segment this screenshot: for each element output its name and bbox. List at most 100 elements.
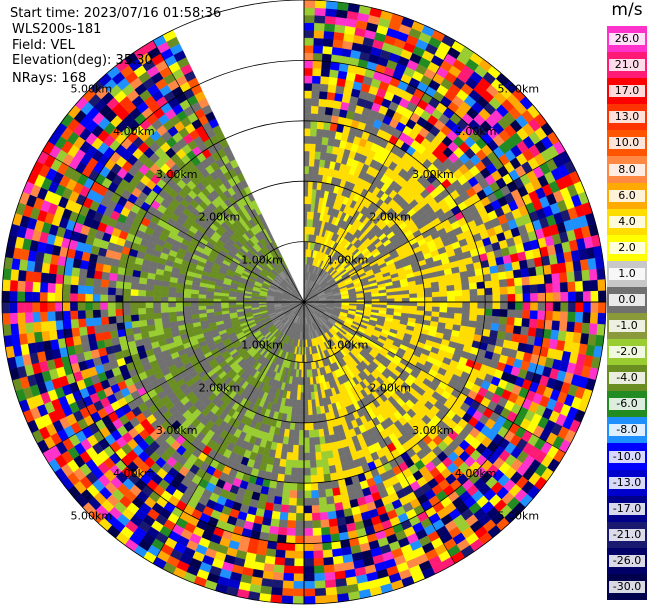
range-gate-cell xyxy=(271,579,284,589)
range-gate-cell xyxy=(55,319,65,331)
range-gate-cell xyxy=(446,290,456,297)
range-gate-cell xyxy=(296,482,305,491)
range-gate-cell xyxy=(303,467,311,476)
range-gate-cell xyxy=(468,320,477,329)
range-gate-cell xyxy=(505,324,515,334)
range-gate-cell xyxy=(438,285,448,292)
range-gate-cell xyxy=(587,257,597,271)
range-gate-cell xyxy=(515,301,524,311)
range-gate-cell xyxy=(314,444,322,453)
range-gate-cell xyxy=(175,306,184,312)
range-gate-cell xyxy=(319,504,328,513)
range-gate-cell xyxy=(530,301,539,311)
range-gate-cell xyxy=(183,306,192,312)
range-gate-cell xyxy=(518,334,529,345)
range-gate-cell xyxy=(303,437,310,446)
range-gate-cell xyxy=(528,318,538,329)
range-gate-cell xyxy=(432,296,441,303)
range-gate-cell xyxy=(467,269,476,278)
range-gate-cell xyxy=(297,467,305,476)
range-gate-cell xyxy=(325,586,338,596)
range-gate-cell xyxy=(299,422,305,431)
range-gate-cell xyxy=(566,321,576,333)
range-gate-cell xyxy=(290,467,298,476)
range-gate-cell xyxy=(324,23,336,33)
range-gate-cell xyxy=(323,121,332,131)
range-gate-cell xyxy=(461,289,471,297)
range-gate-cell xyxy=(85,309,94,319)
range-gate-cell xyxy=(325,495,335,505)
range-gate-cell xyxy=(319,436,326,445)
range-gate-cell xyxy=(431,306,440,313)
range-gate-cell xyxy=(293,429,300,438)
range-gate-cell xyxy=(303,14,315,23)
range-gate-cell xyxy=(401,290,410,295)
range-gate-cell xyxy=(497,323,507,333)
range-gate-cell xyxy=(303,203,308,212)
range-gate-cell xyxy=(477,301,486,309)
range-gate-cell xyxy=(314,151,322,160)
range-gate-cell xyxy=(580,259,590,271)
range-gate-cell xyxy=(303,565,315,574)
range-gate-cell xyxy=(309,135,317,145)
range-gate-cell xyxy=(462,295,471,303)
range-gate-cell xyxy=(272,571,284,581)
range-gate-cell xyxy=(335,585,349,595)
range-gate-cell xyxy=(288,429,295,438)
range-gate-cell xyxy=(439,301,448,308)
range-gate-cell xyxy=(483,322,492,331)
range-gate-cell xyxy=(598,290,607,303)
range-gate-cell xyxy=(475,274,485,283)
range-gate-cell xyxy=(324,15,337,25)
range-gate-cell xyxy=(303,445,310,454)
range-gate-cell xyxy=(324,106,334,116)
range-gate-cell xyxy=(320,68,331,78)
range-gate-cell xyxy=(115,315,125,324)
range-gate-cell xyxy=(332,555,344,565)
range-gate-cell xyxy=(550,329,560,341)
range-gate-cell xyxy=(298,437,305,446)
range-gate-cell xyxy=(286,520,296,529)
range-gate-cell xyxy=(430,281,440,288)
radar-ppi-plot: 1.00km2.00km3.00km4.00km5.00km1.00km2.00… xyxy=(1,0,607,605)
range-gate-cell xyxy=(454,301,463,309)
range-gate-cell xyxy=(87,333,97,343)
range-gate-cell xyxy=(175,310,185,317)
range-gate-cell xyxy=(319,511,329,521)
range-gate-cell xyxy=(273,495,283,505)
range-gate-cell xyxy=(303,67,313,76)
range-gate-cell xyxy=(401,293,410,299)
range-gate-cell xyxy=(315,459,323,468)
range-gate-cell xyxy=(447,296,456,303)
range-gate-cell xyxy=(294,535,305,544)
range-gate-cell xyxy=(271,510,281,520)
range-gate-cell xyxy=(272,503,282,513)
range-gate-cell xyxy=(303,98,312,106)
range-gate-cell xyxy=(557,330,567,342)
range-gate-cell xyxy=(293,437,300,446)
range-gate-cell xyxy=(313,30,325,39)
range-gate-cell xyxy=(303,181,309,189)
range-gate-cell xyxy=(581,322,591,335)
range-gate-cell xyxy=(394,294,403,299)
range-gate-cell xyxy=(100,316,110,325)
range-gate-cell xyxy=(424,297,433,303)
range-gate-cell xyxy=(394,305,403,310)
range-gate-cell xyxy=(583,301,592,313)
range-gate-cell xyxy=(529,310,539,320)
range-gate-cell xyxy=(303,407,309,416)
range-gate-cell xyxy=(306,369,310,378)
range-gate-cell xyxy=(307,399,313,408)
range-gate-cell xyxy=(468,314,478,322)
range-gate-cell xyxy=(331,46,343,56)
range-gate-cell xyxy=(303,399,309,408)
range-gate-cell xyxy=(79,334,90,345)
range-gate-cell xyxy=(286,451,293,461)
range-gate-cell xyxy=(25,322,35,334)
range-gate-cell xyxy=(282,481,291,491)
range-gate-cell xyxy=(160,312,170,319)
range-gate-cell xyxy=(303,430,310,439)
range-gate-cell xyxy=(512,269,522,279)
range-gate-cell xyxy=(490,322,500,332)
range-gate-cell xyxy=(303,498,312,507)
